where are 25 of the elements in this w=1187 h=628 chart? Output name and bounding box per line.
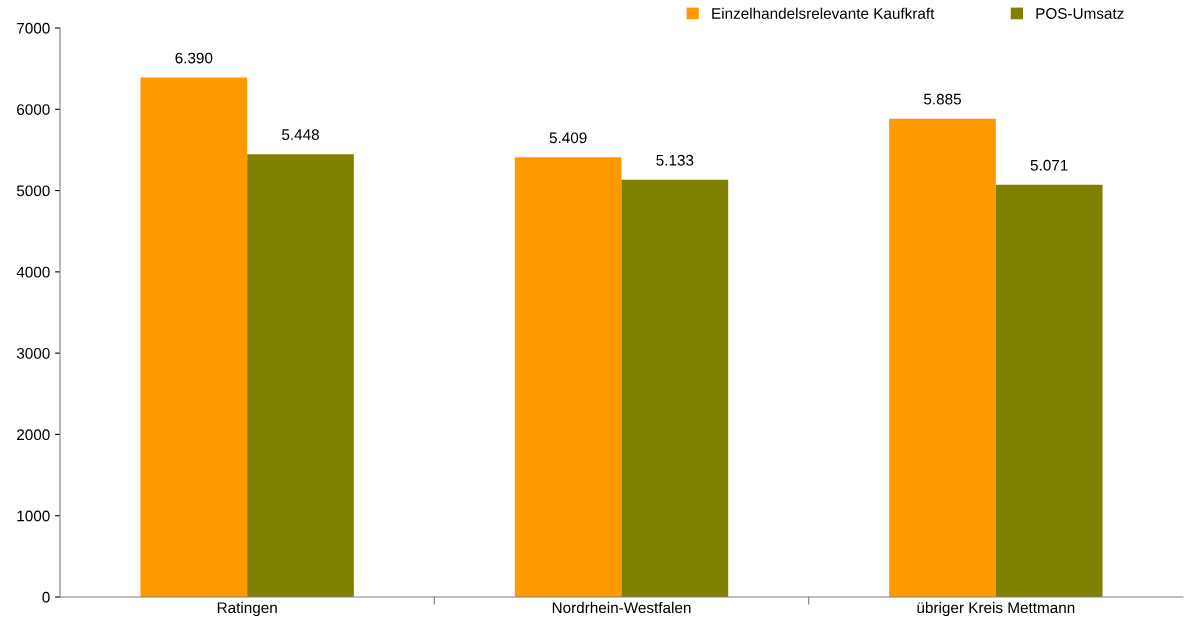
bar bbox=[514, 157, 622, 597]
x-tick-label: Ratingen bbox=[217, 601, 277, 617]
data-label: 5.885 bbox=[923, 93, 961, 105]
bar bbox=[140, 77, 248, 597]
data-label: 5.409 bbox=[549, 132, 587, 144]
y-tick-label: 0 bbox=[42, 591, 50, 603]
x-tick-label: Nordrhein-Westfalen bbox=[552, 601, 691, 614]
data-label: 5.133 bbox=[656, 154, 694, 166]
y-tick-label: 7000 bbox=[17, 22, 50, 34]
legend-label: POS-Umsatz bbox=[1036, 8, 1124, 19]
x-tick-label: übriger Kreis Mettmann bbox=[917, 601, 1075, 617]
bar bbox=[621, 179, 729, 597]
bar bbox=[247, 154, 354, 597]
y-tick-label: 4000 bbox=[16, 266, 50, 278]
y-tick-label: 6000 bbox=[17, 104, 50, 115]
data-label: 6.390 bbox=[175, 52, 213, 64]
y-tick-label: 2000 bbox=[17, 429, 50, 441]
data-label: 5.448 bbox=[282, 129, 319, 141]
y-tick-label: 5000 bbox=[16, 185, 50, 197]
y-tick-label: 3000 bbox=[16, 348, 50, 359]
data-label: 5.071 bbox=[1030, 159, 1068, 171]
bar bbox=[889, 118, 996, 597]
bar bbox=[995, 184, 1103, 597]
y-tick-label: 1000 bbox=[17, 510, 50, 522]
legend-label: Einzelhandelsrelevante Kaufkraft bbox=[712, 7, 935, 19]
